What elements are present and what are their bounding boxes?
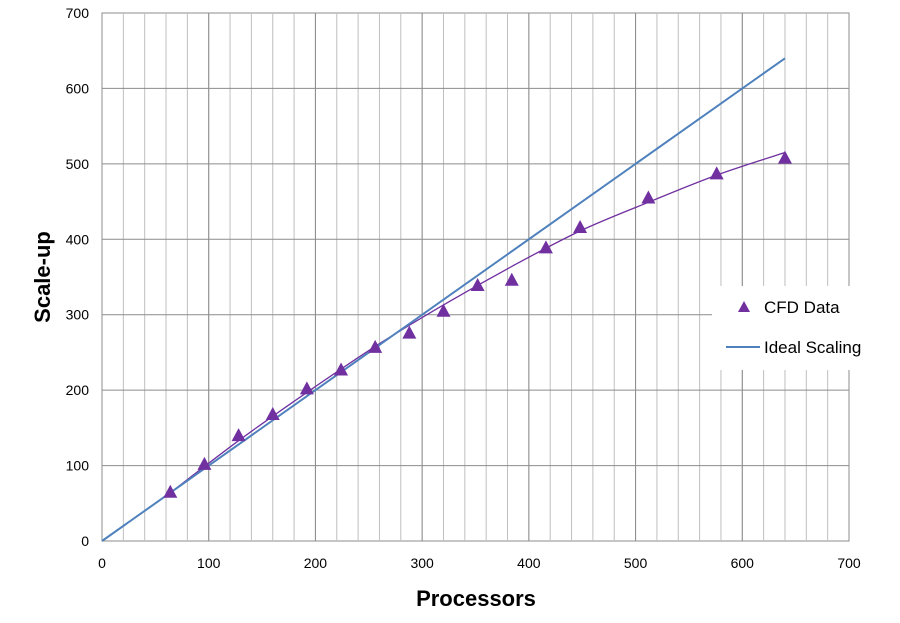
cfd-data-point (231, 428, 246, 442)
plot-border (101, 12, 850, 542)
cfd-data-point (573, 219, 588, 233)
cfd-data-point (402, 325, 417, 339)
cfd-data-point (538, 240, 553, 254)
y-axis-title: Scale-up (30, 231, 55, 323)
cfd-data-point (368, 339, 383, 353)
cfd-data-point (334, 362, 349, 376)
ideal-scaling-line (101, 57, 786, 542)
y-tick-label: 600 (66, 80, 90, 96)
cfd-data-point (470, 278, 485, 292)
y-tick-label: 500 (66, 156, 90, 172)
x-tick-label: 200 (304, 555, 328, 571)
cfd-data-point (504, 272, 519, 286)
legend-cfd-marker (738, 301, 750, 312)
y-tick-label: 300 (66, 307, 90, 323)
y-tick-label: 0 (81, 533, 89, 549)
legend-cfd-label: CFD Data (764, 298, 840, 317)
cfd-data-point (641, 190, 656, 204)
y-tick-label: 200 (66, 382, 90, 398)
x-axis-title: Processors (416, 586, 536, 611)
cfd-data-point (299, 381, 314, 395)
grid (101, 12, 850, 542)
x-tick-label: 0 (98, 555, 106, 571)
x-tick-label: 100 (197, 555, 221, 571)
x-tick-label: 300 (410, 555, 434, 571)
cfd-data-point (436, 303, 451, 317)
cfd-data-point (777, 150, 792, 164)
cfd-data-point (709, 166, 724, 180)
legend: CFD Data Ideal Scaling (712, 286, 861, 370)
x-tick-label: 400 (517, 555, 541, 571)
legend-background (712, 286, 850, 370)
cfd-data-point (163, 484, 178, 498)
cfd-data-point (265, 407, 280, 421)
y-tick-label: 700 (66, 5, 90, 21)
x-tick-label: 700 (837, 555, 861, 571)
cfd-data-point (197, 456, 212, 470)
plot-series (101, 57, 792, 542)
tick-labels: 0 100 200 300 400 500 600 700 0 100 200 300 400 500 60… (66, 5, 861, 571)
cfd-trend-line (169, 151, 786, 494)
y-tick-label: 100 (66, 458, 90, 474)
x-tick-label: 500 (624, 555, 648, 571)
legend-ideal-label: Ideal Scaling (764, 338, 861, 357)
x-tick-label: 600 (731, 555, 755, 571)
y-tick-label: 400 (66, 231, 90, 247)
